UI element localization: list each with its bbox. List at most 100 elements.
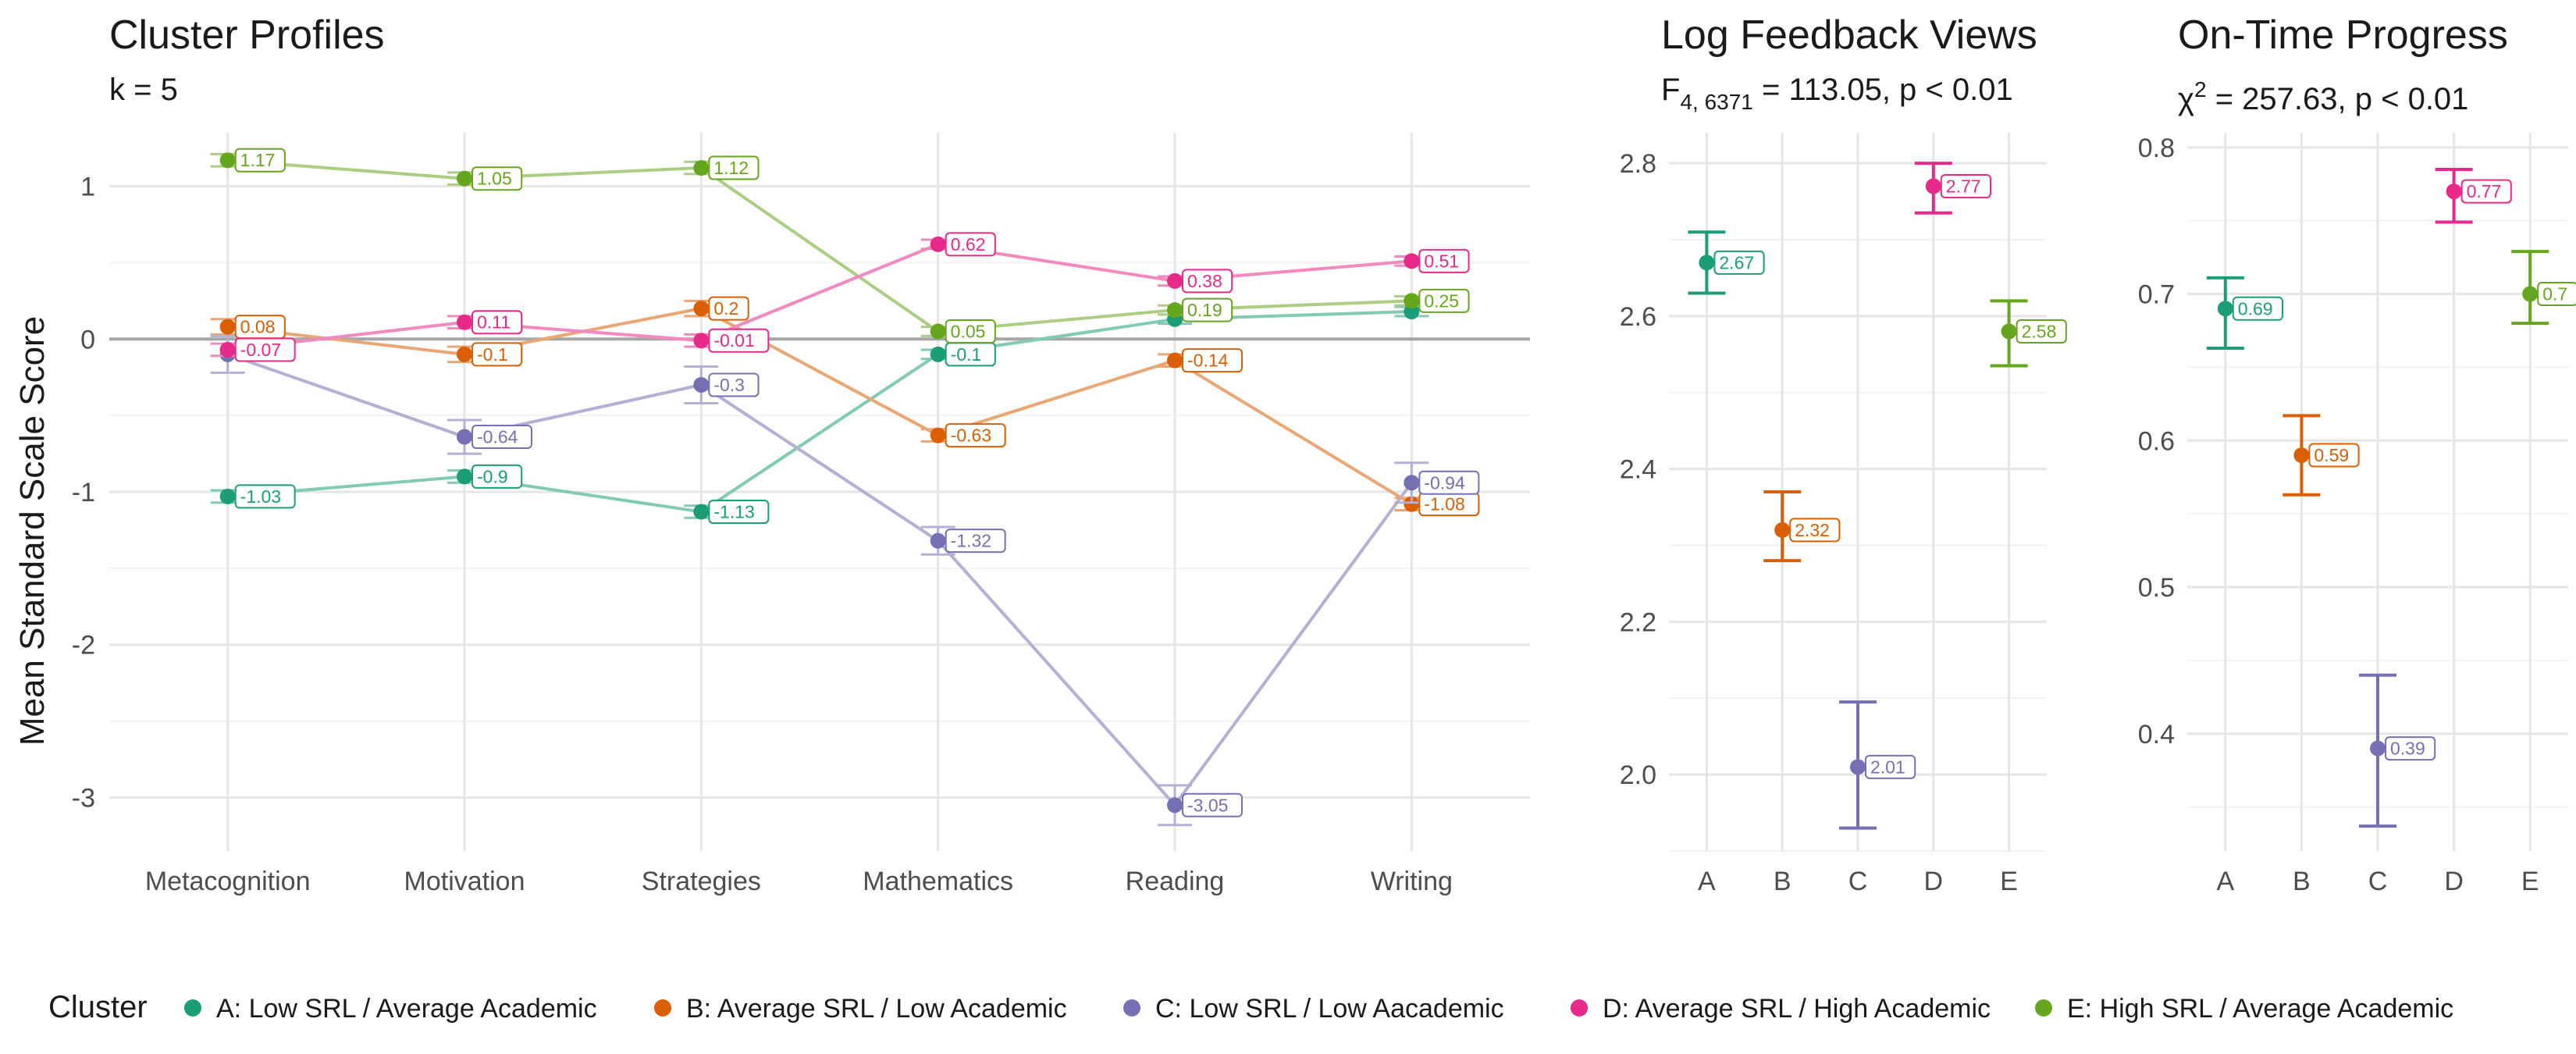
point-A (930, 346, 946, 362)
p2-xtick-label: E (2000, 867, 2018, 896)
point-D (1167, 272, 1183, 289)
data-label-B: -0.1 (477, 344, 508, 365)
p3-data-label-B: 0.59 (2314, 445, 2349, 465)
p3-xtick-label: E (2521, 867, 2539, 896)
p2-point-B (1774, 522, 1791, 538)
data-label-D: 0.38 (1187, 271, 1222, 291)
p3-data-label-D-box (2460, 179, 2512, 204)
p3-ytick-label: 0.8 (2138, 134, 2175, 163)
p3-xtick-label: C (2368, 867, 2388, 896)
data-label-E-box (708, 155, 760, 180)
panel-3-title: On-Time Progress (2178, 12, 2508, 58)
point-A (457, 468, 472, 485)
panel-2-title: Log Feedback Views (1661, 12, 2037, 58)
point-C (1404, 475, 1420, 491)
p3-point-C (2370, 740, 2386, 757)
point-E (930, 323, 946, 340)
data-label-D-box (945, 232, 996, 257)
panel-2-subtitle-pre: F (1661, 73, 1680, 107)
p3-data-label-A-box (2232, 296, 2284, 321)
point-D (219, 341, 236, 358)
panel-2-subtitle-post: = 113.05, p < 0.01 (1753, 73, 2013, 107)
data-label-C-box (945, 529, 1006, 554)
data-label-D: -0.07 (240, 340, 281, 360)
data-label-E-box (234, 148, 286, 173)
data-label-C: -0.3 (713, 375, 745, 395)
data-label-B-box (1182, 348, 1243, 373)
data-label-C: -1.32 (951, 531, 991, 551)
p2-ytick-label: 2.0 (1620, 760, 1656, 790)
data-label-E: 1.17 (240, 150, 276, 170)
point-E (457, 170, 472, 187)
data-label-D: -0.01 (713, 330, 754, 351)
data-label-E: 0.05 (951, 321, 986, 341)
data-label-B: 0.2 (713, 298, 738, 319)
legend-key-B (654, 999, 671, 1017)
p1-ytick-label: -3 (72, 783, 95, 813)
data-label-D-box (1418, 248, 1470, 273)
data-label-B-box (945, 423, 1006, 448)
p2-data-label-A: 2.67 (1719, 252, 1754, 272)
p2-data-label-C-box (1865, 754, 1916, 779)
legend-label-E: E: High SRL / Average Academic (2067, 994, 2453, 1024)
p3-data-label-D: 0.77 (2467, 181, 2502, 201)
p3-xtick-label: B (2293, 867, 2311, 896)
point-B (457, 346, 472, 362)
panel-3-subtitle: χ2 = 257.63, p < 0.01 (2178, 77, 2468, 116)
panel-1-plot: 1 0 -1 -2 -3 Metacognition Motivation Strategie… (72, 133, 1530, 896)
data-label-D: 0.62 (951, 234, 986, 255)
data-label-A: -0.9 (477, 466, 508, 486)
p2-xtick-label: D (1924, 867, 1944, 896)
data-label-A: -1.13 (713, 501, 754, 522)
data-label-C-box (1418, 470, 1480, 495)
point-B (1404, 496, 1420, 512)
p1-xtick-label: Reading (1126, 867, 1225, 896)
p3-point-B (2293, 447, 2310, 464)
point-E (1167, 302, 1183, 319)
data-label-D-box (708, 328, 770, 353)
data-label-D: 0.11 (477, 312, 511, 333)
p3-point-E (2522, 286, 2539, 302)
data-label-C-box (708, 372, 760, 397)
p2-xtick-label: C (1848, 867, 1868, 896)
p3-ytick-label: 0.5 (2138, 573, 2175, 603)
legend-key-D (1571, 999, 1588, 1017)
p1-xtick-label: Mathematics (863, 867, 1013, 896)
legend-key-E (2035, 999, 2052, 1017)
p1-ytick-label: -1 (72, 478, 95, 507)
point-C (693, 376, 710, 393)
data-label-A: -0.1 (951, 344, 982, 365)
panel-3-subtitle-sup: 2 (2194, 77, 2207, 101)
p2-data-label-B-box (1789, 518, 1841, 543)
point-D (693, 333, 710, 349)
point-E (693, 160, 710, 176)
p3-data-label-E: 0.7 (2542, 284, 2567, 304)
p1-ytick-label: 1 (80, 173, 95, 202)
data-label-C: -0.64 (477, 427, 518, 447)
point-B (693, 301, 710, 317)
p3-ytick-label: 0.4 (2138, 720, 2175, 750)
p2-xtick-label: B (1774, 867, 1791, 896)
legend-key-A (184, 999, 201, 1017)
panel-3-plot: 0.8 0.7 0.6 0.5 0.4 A B C D E 0.69 0.59 0.39 0.77 0.7 (2138, 133, 2576, 896)
p3-point-D (2446, 183, 2462, 200)
data-label-A-box (234, 484, 296, 509)
data-label-E-box (471, 166, 523, 191)
data-label-E-box (945, 319, 996, 344)
point-C (930, 532, 946, 549)
panel-1-subtitle: k = 5 (109, 73, 178, 107)
p3-data-label-A: 0.69 (2238, 298, 2273, 319)
point-C (457, 429, 472, 445)
p3-xtick-label: A (2216, 867, 2234, 896)
data-label-E-box (1418, 288, 1470, 313)
p3-data-label-C: 0.39 (2390, 739, 2425, 759)
point-A (219, 488, 236, 504)
p2-data-label-E-box (2016, 319, 2067, 344)
legend: Cluster A: Low SRL / Average Academic B: … (48, 990, 2453, 1024)
panel-1-title: Cluster Profiles (109, 12, 385, 58)
point-B (219, 319, 236, 335)
p2-point-D (1925, 178, 1941, 194)
p3-ytick-label: 0.7 (2138, 280, 2175, 310)
data-label-E: 1.05 (477, 169, 512, 189)
